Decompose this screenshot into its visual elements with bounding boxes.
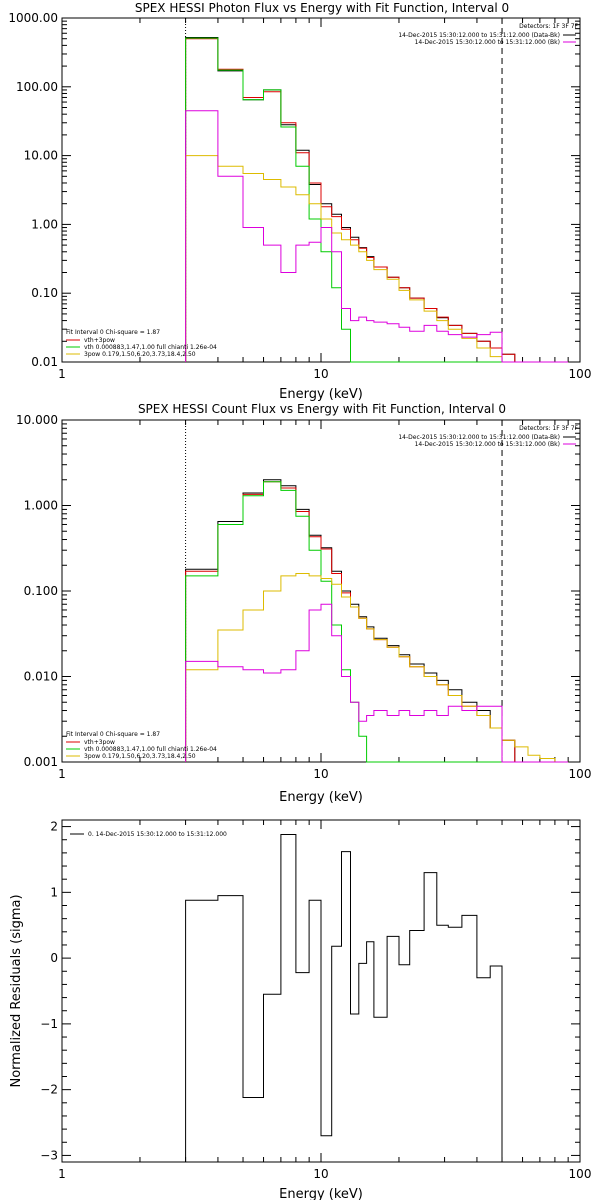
panel3-x-axis-label: Energy (keV)	[279, 1187, 363, 1200]
panel1-series	[185, 37, 569, 363]
panel2-fit-interval-text: Fit Interval 0 Chi-square = 1.87	[66, 731, 160, 738]
panel2-series	[185, 479, 569, 763]
panel2-info-bottom-left: Fit Interval 0 Chi-square = 1.87 vth+3po…	[66, 731, 217, 760]
x-tick-label: 10	[313, 767, 328, 781]
y-tick-label: 0.01	[31, 355, 58, 369]
x-tick-label: 10	[313, 1167, 328, 1181]
y-tick-label: −3	[40, 1148, 58, 1162]
panel2-x-axis-label: Energy (keV)	[279, 790, 363, 805]
y-tick-label: 0.10	[31, 286, 58, 300]
y-tick-label: 10.00	[24, 149, 58, 163]
panel2-vth-params-text: vth 0.000883,1.47,1.00 full chianti 1.26…	[84, 746, 217, 753]
y-tick-label: −1	[40, 1017, 58, 1031]
y-tick-label: 100.00	[16, 80, 58, 94]
y-tick-label: 0	[50, 951, 58, 965]
x-tick-label: 100	[569, 367, 592, 381]
panel1-fit-interval-text: Fit Interval 0 Chi-square = 1.87	[66, 329, 160, 336]
y-tick-label: 10.000	[16, 413, 58, 427]
panel2-detectors-text: Detectors: 1F 3F 7F	[519, 425, 578, 432]
panel3-series	[185, 834, 503, 1162]
y-tick-label: 1.000	[24, 499, 58, 513]
series-3pow-line	[185, 155, 569, 363]
series-bk-line	[185, 110, 569, 363]
count-flux-panel: SPEX HESSI Count Flux vs Energy with Fit…	[16, 402, 591, 805]
panel1-detectors-text: Detectors: 1F 3F 7F	[519, 23, 578, 30]
x-tick-label: 100	[569, 767, 592, 781]
y-tick-label: −2	[40, 1083, 58, 1097]
panel3-y-axis-label: Normalized Residuals (sigma)	[9, 894, 24, 1087]
x-tick-label: 1	[58, 1167, 66, 1181]
panel1-3pow-params-text: 3pow 0.179,1.50,6.20,3.73,18.4,2.50	[84, 351, 196, 358]
series-bk-line	[185, 603, 569, 763]
panel2-3pow-params-text: 3pow 0.179,1.50,6.20,3.73,18.4,2.50	[84, 753, 196, 760]
y-tick-label: 2	[50, 820, 58, 834]
panel1-x-axis-label: Energy (keV)	[279, 387, 363, 402]
panel3-ticks: 1 10 100 −3 −2 −1 0 1 2	[40, 820, 591, 1181]
panel1-title: SPEX HESSI Photon Flux vs Energy with Fi…	[135, 1, 509, 15]
y-tick-label: 0.001	[24, 755, 58, 769]
panel1-bk-time-text: 14-Dec-2015 15:30:12.000 to 15:31:12.000…	[415, 39, 560, 46]
panel2-info-top-right: Detectors: 1F 3F 7F 14-Dec-2015 15:30:12…	[398, 425, 578, 448]
panel2-title: SPEX HESSI Count Flux vs Energy with Fit…	[138, 402, 506, 416]
series-0-14-dec-2015-15-30-12-000-to-15-31-12-000-line	[185, 834, 503, 1162]
y-tick-label: 0.100	[24, 584, 58, 598]
y-tick-label: 1.00	[31, 217, 58, 231]
panel2-fit-model-text: vth+3pow	[84, 739, 115, 746]
panel1-data-bk-time-text: 14-Dec-2015 15:30:12.000 to 15:31:12.000…	[398, 32, 560, 39]
panel1-vth-params-text: vth 0.000883,1.47,1.00 full chianti 1.26…	[84, 344, 217, 351]
panel2-data-bk-time-text: 14-Dec-2015 15:30:12.000 to 15:31:12.000…	[398, 434, 560, 441]
x-tick-label: 100	[569, 1167, 592, 1181]
panel1-fit-model-text: vth+3pow	[84, 337, 115, 344]
photon-flux-panel: SPEX HESSI Photon Flux vs Energy with Fi…	[8, 1, 591, 402]
panel1-ticks: 1 10 100 0.01 0.10 1.00 10.00 100.00 1000.00	[8, 11, 591, 381]
y-tick-label: 1	[50, 885, 58, 899]
panel1-info-bottom-left: Fit Interval 0 Chi-square = 1.87 vth+3po…	[66, 329, 217, 358]
panel1-info-top-right: Detectors: 1F 3F 7F 14-Dec-2015 15:30:12…	[398, 23, 578, 46]
panel2-bk-time-text: 14-Dec-2015 15:30:12.000 to 15:31:12.000…	[415, 441, 560, 448]
y-tick-label: 1000.00	[8, 11, 58, 25]
panel2-ticks: 1 10 100 0.001 0.010 0.100 1.000 10.000	[16, 413, 591, 781]
series-vth-line	[185, 37, 569, 363]
x-tick-label: 1	[58, 367, 66, 381]
y-tick-label: 0.010	[24, 670, 58, 684]
panel3-legend-text: 0. 14-Dec-2015 15:30:12.000 to 15:31:12.…	[88, 831, 227, 838]
x-tick-label: 10	[313, 367, 328, 381]
x-tick-label: 1	[58, 767, 66, 781]
residuals-panel: 1 10 100 −3 −2 −1 0 1 2 Energy (keV) Normalized …	[9, 819, 591, 1200]
